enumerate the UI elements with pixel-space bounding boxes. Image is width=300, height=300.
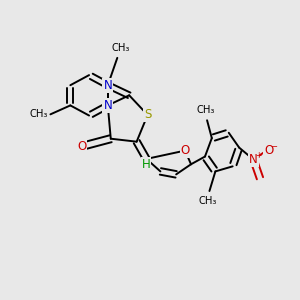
Text: O: O xyxy=(77,140,86,153)
Text: N: N xyxy=(249,153,258,166)
Text: CH₃: CH₃ xyxy=(111,43,130,52)
Text: −: − xyxy=(270,142,278,151)
Text: CH₃: CH₃ xyxy=(199,196,217,206)
Text: CH₃: CH₃ xyxy=(196,105,215,115)
Text: O: O xyxy=(180,144,190,157)
Text: N: N xyxy=(103,99,112,112)
Text: +: + xyxy=(255,151,261,160)
Text: O: O xyxy=(264,143,274,157)
Text: S: S xyxy=(144,108,151,122)
Text: CH₃: CH₃ xyxy=(29,109,47,119)
Text: N: N xyxy=(103,79,112,92)
Text: H: H xyxy=(142,158,150,171)
